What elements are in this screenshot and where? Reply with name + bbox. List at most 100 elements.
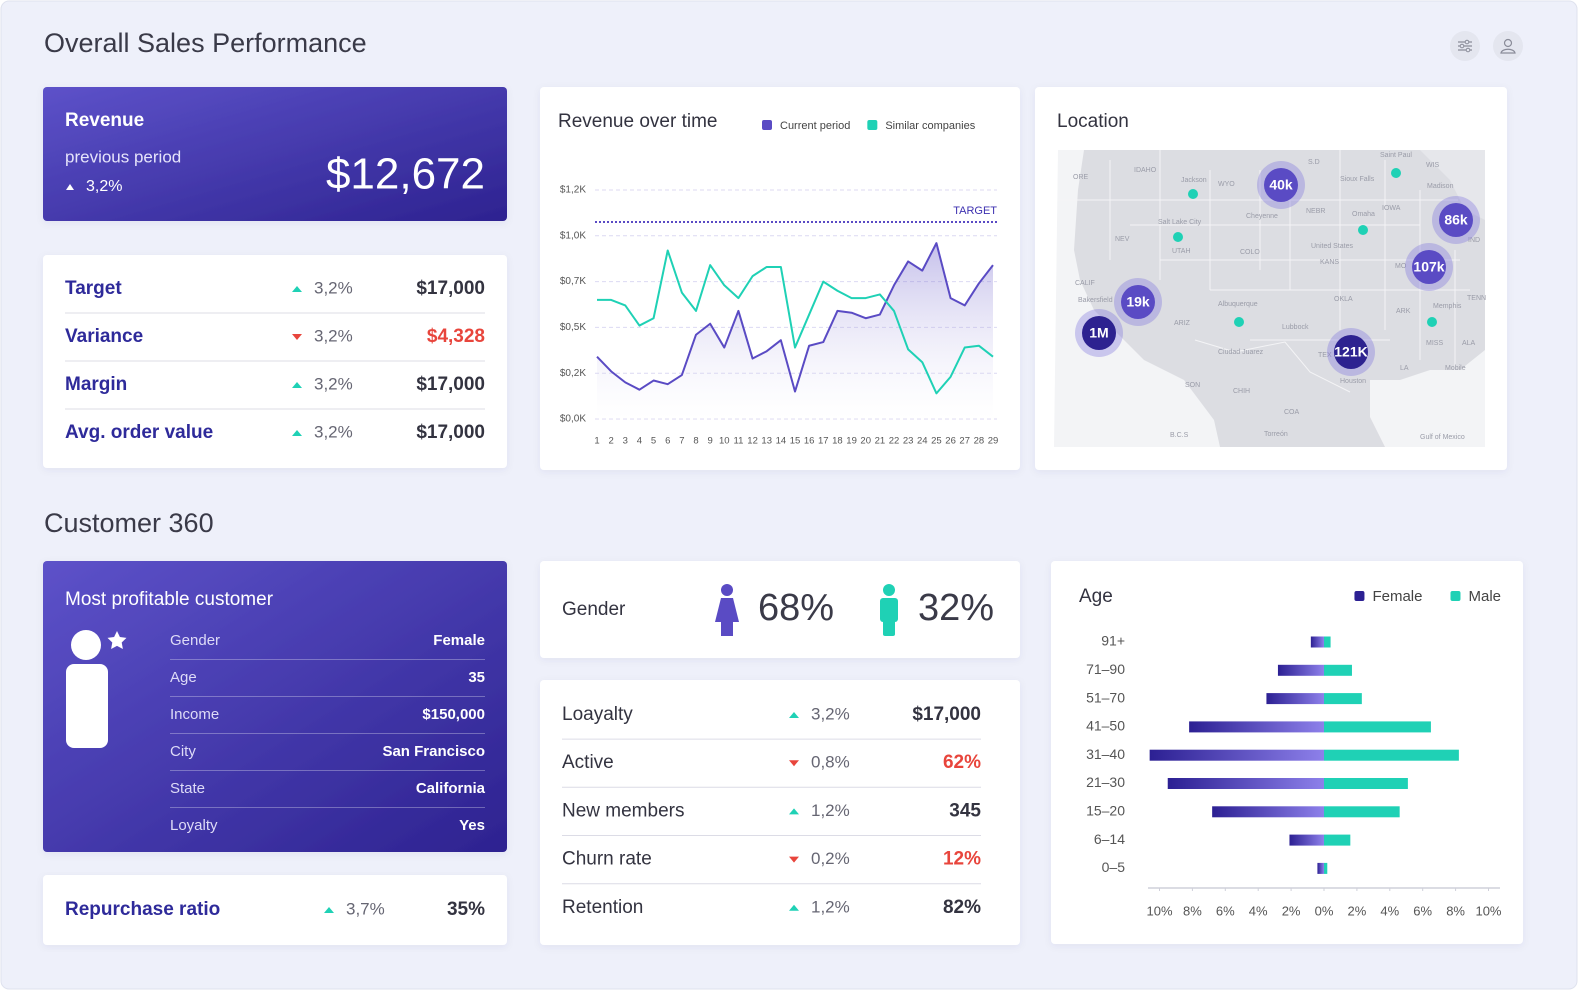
row-value: $150,000 [422, 706, 485, 723]
x-tick-label: 18 [832, 436, 843, 447]
bar [1324, 721, 1431, 733]
x-tick-label: 14 [776, 436, 787, 447]
customer-card [43, 561, 507, 852]
map-labels: IDAHO WYO S.D NEBR IOWA NEV UTAH COLO KA… [1073, 152, 1486, 441]
line [596, 242, 994, 393]
row-value: $17,000 [416, 374, 485, 395]
customer-title: Most profitable customer [65, 589, 274, 610]
map-label: ARK [1396, 308, 1411, 315]
row-change: 3,2% [811, 704, 850, 723]
revenue-change: 3,2% [86, 178, 122, 195]
row-value: $17,000 [912, 704, 981, 725]
filter-button[interactable] [1450, 31, 1480, 61]
row-label: Variance [65, 326, 143, 347]
repurchase-card [43, 875, 507, 945]
x-tick-label: 7 [679, 436, 684, 447]
trend-arrow [292, 286, 302, 292]
map-marker[interactable]: 40k [1257, 161, 1305, 209]
map-label: IDAHO [1134, 167, 1157, 174]
map-marker[interactable]: 1M [1075, 309, 1123, 357]
y-tick-label: $1,2K [560, 185, 586, 196]
x-tick-label: 6 [665, 436, 670, 447]
map-label: Ciudad Juarez [1218, 349, 1264, 356]
row-value: Female [433, 632, 485, 649]
x-tick-label: 6% [1216, 903, 1235, 918]
bar [1324, 778, 1408, 789]
female-icon [715, 584, 739, 636]
row-label: Churn rate [562, 849, 652, 870]
map-label: CALIF [1075, 280, 1095, 287]
row-change: 3,2% [314, 374, 353, 393]
bar [1289, 834, 1324, 846]
map-label: ARIZ [1174, 320, 1191, 327]
bar [1324, 693, 1362, 705]
row-label: City [170, 743, 196, 760]
customer-icon [66, 630, 127, 748]
bar [1212, 806, 1324, 818]
x-tick-label: 2% [1282, 903, 1301, 918]
x-tick-label: 9 [707, 436, 712, 447]
x-tick-label: 8% [1183, 903, 1202, 918]
y-tick-label: 15–20 [1086, 803, 1125, 819]
marker-label: 107k [1413, 259, 1444, 275]
male-share: 32% [918, 587, 994, 629]
row-change: 3,2% [314, 422, 353, 441]
bar [1167, 778, 1324, 789]
map-marker[interactable]: 86k [1432, 196, 1480, 244]
map-label: TENN [1467, 295, 1486, 302]
gender-title: Gender [562, 599, 626, 620]
y-tick-label: 21–30 [1086, 774, 1125, 790]
row-value: San Francisco [382, 743, 485, 760]
map-marker[interactable]: 19k [1114, 278, 1162, 326]
y-tick-label: 6–14 [1094, 831, 1125, 847]
x-tick-label: 10% [1475, 903, 1501, 918]
chart-title: Revenue over time [558, 111, 717, 132]
map-dots [1173, 168, 1437, 327]
y-tick-label: $0,2K [560, 368, 586, 379]
map-marker[interactable]: 107k [1405, 243, 1453, 291]
row-label: Target [65, 278, 122, 299]
bar [1324, 834, 1351, 846]
y-tick-label: $0,7K [560, 276, 586, 287]
map-label: Lubbock [1282, 324, 1309, 331]
revenue-subtitle: previous period [65, 147, 181, 166]
row-label: Income [170, 706, 219, 723]
row-label: Age [170, 669, 197, 686]
map-marker[interactable]: 121K [1327, 328, 1375, 376]
trend-arrow [292, 430, 302, 436]
trend-arrow [324, 907, 334, 913]
legend-label: Similar companies [885, 120, 975, 132]
row-value: 35 [468, 669, 485, 686]
marker-label: 121K [1334, 344, 1367, 360]
row-value: $17,000 [416, 422, 485, 443]
female-share: 68% [758, 587, 834, 629]
map-label: NEBR [1306, 208, 1325, 215]
map-label: KANS [1320, 259, 1339, 266]
map-label: WIS [1426, 162, 1440, 169]
y-tick-label: 71–90 [1086, 661, 1125, 677]
map-label: Salt Lake City [1158, 219, 1202, 226]
y-tick-label: $0,5K [560, 322, 586, 333]
trend-arrow [789, 712, 799, 718]
x-tick-label: 13 [761, 436, 772, 447]
row-label: New members [562, 800, 684, 821]
bar [1324, 806, 1400, 818]
row-value: 12% [943, 849, 981, 870]
x-tick-label: 28 [974, 436, 985, 447]
page-title: Overall Sales Performance [44, 28, 367, 58]
x-tick-label: 20 [860, 436, 871, 447]
legend-swatch [762, 120, 772, 130]
map-label: SON [1185, 382, 1200, 389]
row-label: Margin [65, 374, 127, 395]
map-label: B.C.S [1170, 432, 1189, 439]
map-label: Houston [1340, 378, 1366, 385]
legend-label: Female [1372, 588, 1422, 605]
x-tick-label: 10 [719, 436, 730, 447]
map-label: UTAH [1172, 248, 1191, 255]
row-label: Retention [562, 897, 643, 918]
x-tick-label: 12 [747, 436, 758, 447]
x-tick-label: 1 [594, 436, 599, 447]
profile-button[interactable] [1493, 31, 1523, 61]
trend-arrow [789, 904, 799, 911]
bar [1324, 664, 1352, 676]
